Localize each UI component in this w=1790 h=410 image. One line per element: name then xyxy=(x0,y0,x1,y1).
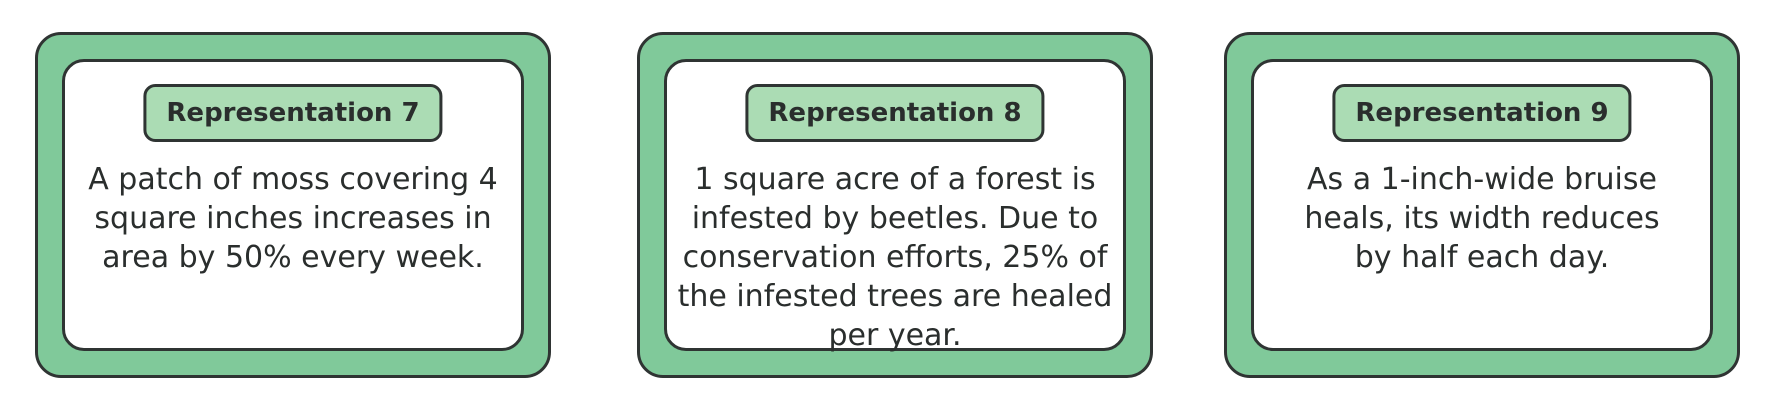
card-panel: Representation 8 1 square acre of a fore… xyxy=(664,59,1126,353)
card-description: A patch of moss covering 4 square inches… xyxy=(88,162,498,275)
representation-card-8: Representation 8 1 square acre of a fore… xyxy=(637,32,1153,378)
card-description: 1 square acre of a forest is infested by… xyxy=(677,162,1113,353)
card-title: Representation 9 xyxy=(1332,84,1632,142)
card-description: As a 1-inch-wide bruise heals, its width… xyxy=(1304,162,1660,275)
representation-card-9: Representation 9 As a 1-inch-wide bruise… xyxy=(1224,32,1740,378)
card-title: Representation 8 xyxy=(745,84,1045,142)
card-panel: Representation 9 As a 1-inch-wide bruise… xyxy=(1251,59,1713,351)
representation-card-7: Representation 7 A patch of moss coverin… xyxy=(35,32,551,378)
card-title: Representation 7 xyxy=(143,84,443,142)
card-panel: Representation 7 A patch of moss coverin… xyxy=(62,59,524,351)
